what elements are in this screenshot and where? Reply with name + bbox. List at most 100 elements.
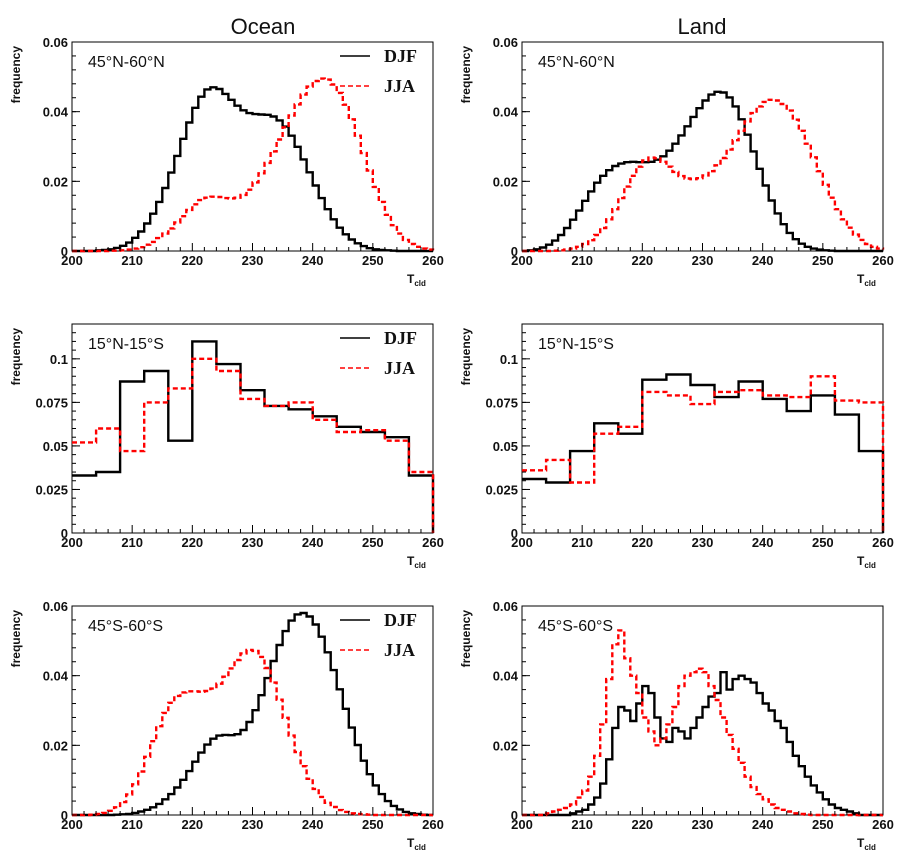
x-tick-label: 250 bbox=[812, 535, 834, 550]
series-jja-line bbox=[522, 629, 883, 817]
y-tick-label: 0.02 bbox=[43, 174, 68, 189]
panel-ocean-1: 200 210 220 230 240 250 260 0 0.025 0.05 0.075 0.1 f… bbox=[9, 323, 444, 570]
series-djf-line bbox=[72, 86, 433, 253]
x-axis-label: Tcld bbox=[857, 836, 876, 852]
series-djf-line bbox=[522, 373, 885, 533]
y-tick-label: 0 bbox=[511, 526, 518, 541]
panel-ocean-0: 200 210 220 230 240 250 260 0 0.02 0.04 0.06 freque… bbox=[9, 35, 444, 288]
legend-label-djf: DJF bbox=[384, 46, 417, 66]
x-tick-label: 240 bbox=[752, 253, 774, 268]
x-tick-label: 240 bbox=[752, 817, 774, 832]
series-djf-line bbox=[522, 90, 883, 253]
x-tick-label: 200 bbox=[511, 253, 533, 268]
panel-land-1: 200 210 220 230 240 250 260 0 0.025 0.05 0.075 0.1 f… bbox=[459, 323, 894, 570]
plot-frame bbox=[71, 323, 434, 534]
y-tick-label: 0.04 bbox=[43, 669, 69, 684]
x-tick-label: 260 bbox=[422, 253, 444, 268]
y-tick-label: 0 bbox=[511, 808, 518, 823]
panel-land-0: 200 210 220 230 240 250 260 0 0.02 0.04 0.06 freque… bbox=[459, 35, 894, 288]
x-tick-label: 200 bbox=[511, 535, 533, 550]
y-tick-label: 0.06 bbox=[493, 35, 518, 50]
y-tick-label: 0 bbox=[61, 808, 68, 823]
x-tick-label: 200 bbox=[511, 817, 533, 832]
panel-land-2: 200 210 220 230 240 250 260 0 0.02 0.04 0.06 freque… bbox=[459, 599, 894, 852]
y-axis-label: frequency bbox=[459, 328, 473, 386]
legend-label-jja: JJA bbox=[384, 358, 415, 378]
legend-label-jja: JJA bbox=[384, 640, 415, 660]
y-tick-label: 0.04 bbox=[493, 669, 519, 684]
y-tick-label: 0.05 bbox=[493, 439, 518, 454]
x-axis-label: Tcld bbox=[857, 554, 876, 570]
x-tick-label: 240 bbox=[302, 817, 324, 832]
plot-frame bbox=[521, 323, 884, 534]
panel-label: 15°N-15°S bbox=[88, 336, 164, 353]
x-tick-label: 200 bbox=[61, 253, 83, 268]
series-jja-line bbox=[72, 648, 433, 817]
x-tick-label: 250 bbox=[362, 817, 384, 832]
column-title-land: Land bbox=[678, 14, 727, 39]
y-tick-label: 0.075 bbox=[35, 395, 68, 410]
series-jja-line bbox=[72, 357, 435, 533]
y-tick-label: 0.06 bbox=[493, 599, 518, 614]
column-title-ocean: Ocean bbox=[231, 14, 296, 39]
x-tick-label: 260 bbox=[872, 253, 894, 268]
legend-label-djf: DJF bbox=[384, 328, 417, 348]
x-tick-label: 250 bbox=[362, 535, 384, 550]
x-axis-label: Tcld bbox=[407, 272, 426, 288]
x-tick-label: 210 bbox=[571, 535, 593, 550]
legend-label-jja: JJA bbox=[384, 76, 415, 96]
x-tick-label: 250 bbox=[812, 253, 834, 268]
y-axis-label: frequency bbox=[459, 46, 473, 104]
x-tick-label: 260 bbox=[872, 817, 894, 832]
x-tick-label: 220 bbox=[631, 253, 653, 268]
y-tick-label: 0 bbox=[511, 244, 518, 259]
x-tick-label: 220 bbox=[631, 817, 653, 832]
x-tick-label: 200 bbox=[61, 535, 83, 550]
x-axis-label: Tcld bbox=[857, 272, 876, 288]
y-tick-label: 0 bbox=[61, 526, 68, 541]
y-axis-label: frequency bbox=[9, 328, 23, 386]
x-tick-label: 230 bbox=[242, 817, 264, 832]
x-tick-label: 230 bbox=[242, 535, 264, 550]
panel-label: 15°N-15°S bbox=[538, 336, 614, 353]
x-tick-label: 220 bbox=[631, 535, 653, 550]
y-tick-label: 0.04 bbox=[493, 105, 519, 120]
y-tick-label: 0.06 bbox=[43, 35, 68, 50]
series-jja-line bbox=[522, 98, 885, 253]
y-tick-label: 0.025 bbox=[485, 482, 518, 497]
plot-frame bbox=[71, 41, 434, 252]
y-tick-label: 0.05 bbox=[43, 439, 68, 454]
x-tick-label: 220 bbox=[181, 817, 203, 832]
y-tick-label: 0.02 bbox=[493, 174, 518, 189]
x-tick-label: 250 bbox=[362, 253, 384, 268]
x-axis-label: Tcld bbox=[407, 836, 426, 852]
y-tick-label: 0.06 bbox=[43, 599, 68, 614]
y-axis-label: frequency bbox=[9, 46, 23, 104]
x-tick-label: 230 bbox=[242, 253, 264, 268]
x-tick-label: 220 bbox=[181, 535, 203, 550]
series-djf-line bbox=[72, 340, 435, 533]
x-tick-label: 210 bbox=[121, 817, 143, 832]
x-tick-label: 260 bbox=[422, 535, 444, 550]
y-axis-label: frequency bbox=[459, 610, 473, 668]
x-tick-label: 200 bbox=[61, 817, 83, 832]
x-tick-label: 210 bbox=[571, 817, 593, 832]
panel-label: 45°S-60°S bbox=[88, 618, 163, 635]
panel-label: 45°S-60°S bbox=[538, 618, 613, 635]
y-axis-label: frequency bbox=[9, 610, 23, 668]
y-tick-label: 0.04 bbox=[43, 105, 69, 120]
x-tick-label: 260 bbox=[422, 817, 444, 832]
panel-ocean-2: 200 210 220 230 240 250 260 0 0.02 0.04 0.06 freque… bbox=[9, 599, 444, 852]
series-djf-line bbox=[72, 611, 433, 817]
x-tick-label: 230 bbox=[692, 535, 714, 550]
panel-label: 45°N-60°N bbox=[538, 54, 615, 71]
y-tick-label: 0.025 bbox=[35, 482, 68, 497]
x-tick-label: 230 bbox=[692, 253, 714, 268]
x-tick-label: 230 bbox=[692, 817, 714, 832]
y-tick-label: 0 bbox=[61, 244, 68, 259]
y-tick-label: 0.1 bbox=[500, 352, 518, 367]
x-tick-label: 240 bbox=[302, 535, 324, 550]
x-tick-label: 210 bbox=[121, 253, 143, 268]
x-axis-label: Tcld bbox=[407, 554, 426, 570]
